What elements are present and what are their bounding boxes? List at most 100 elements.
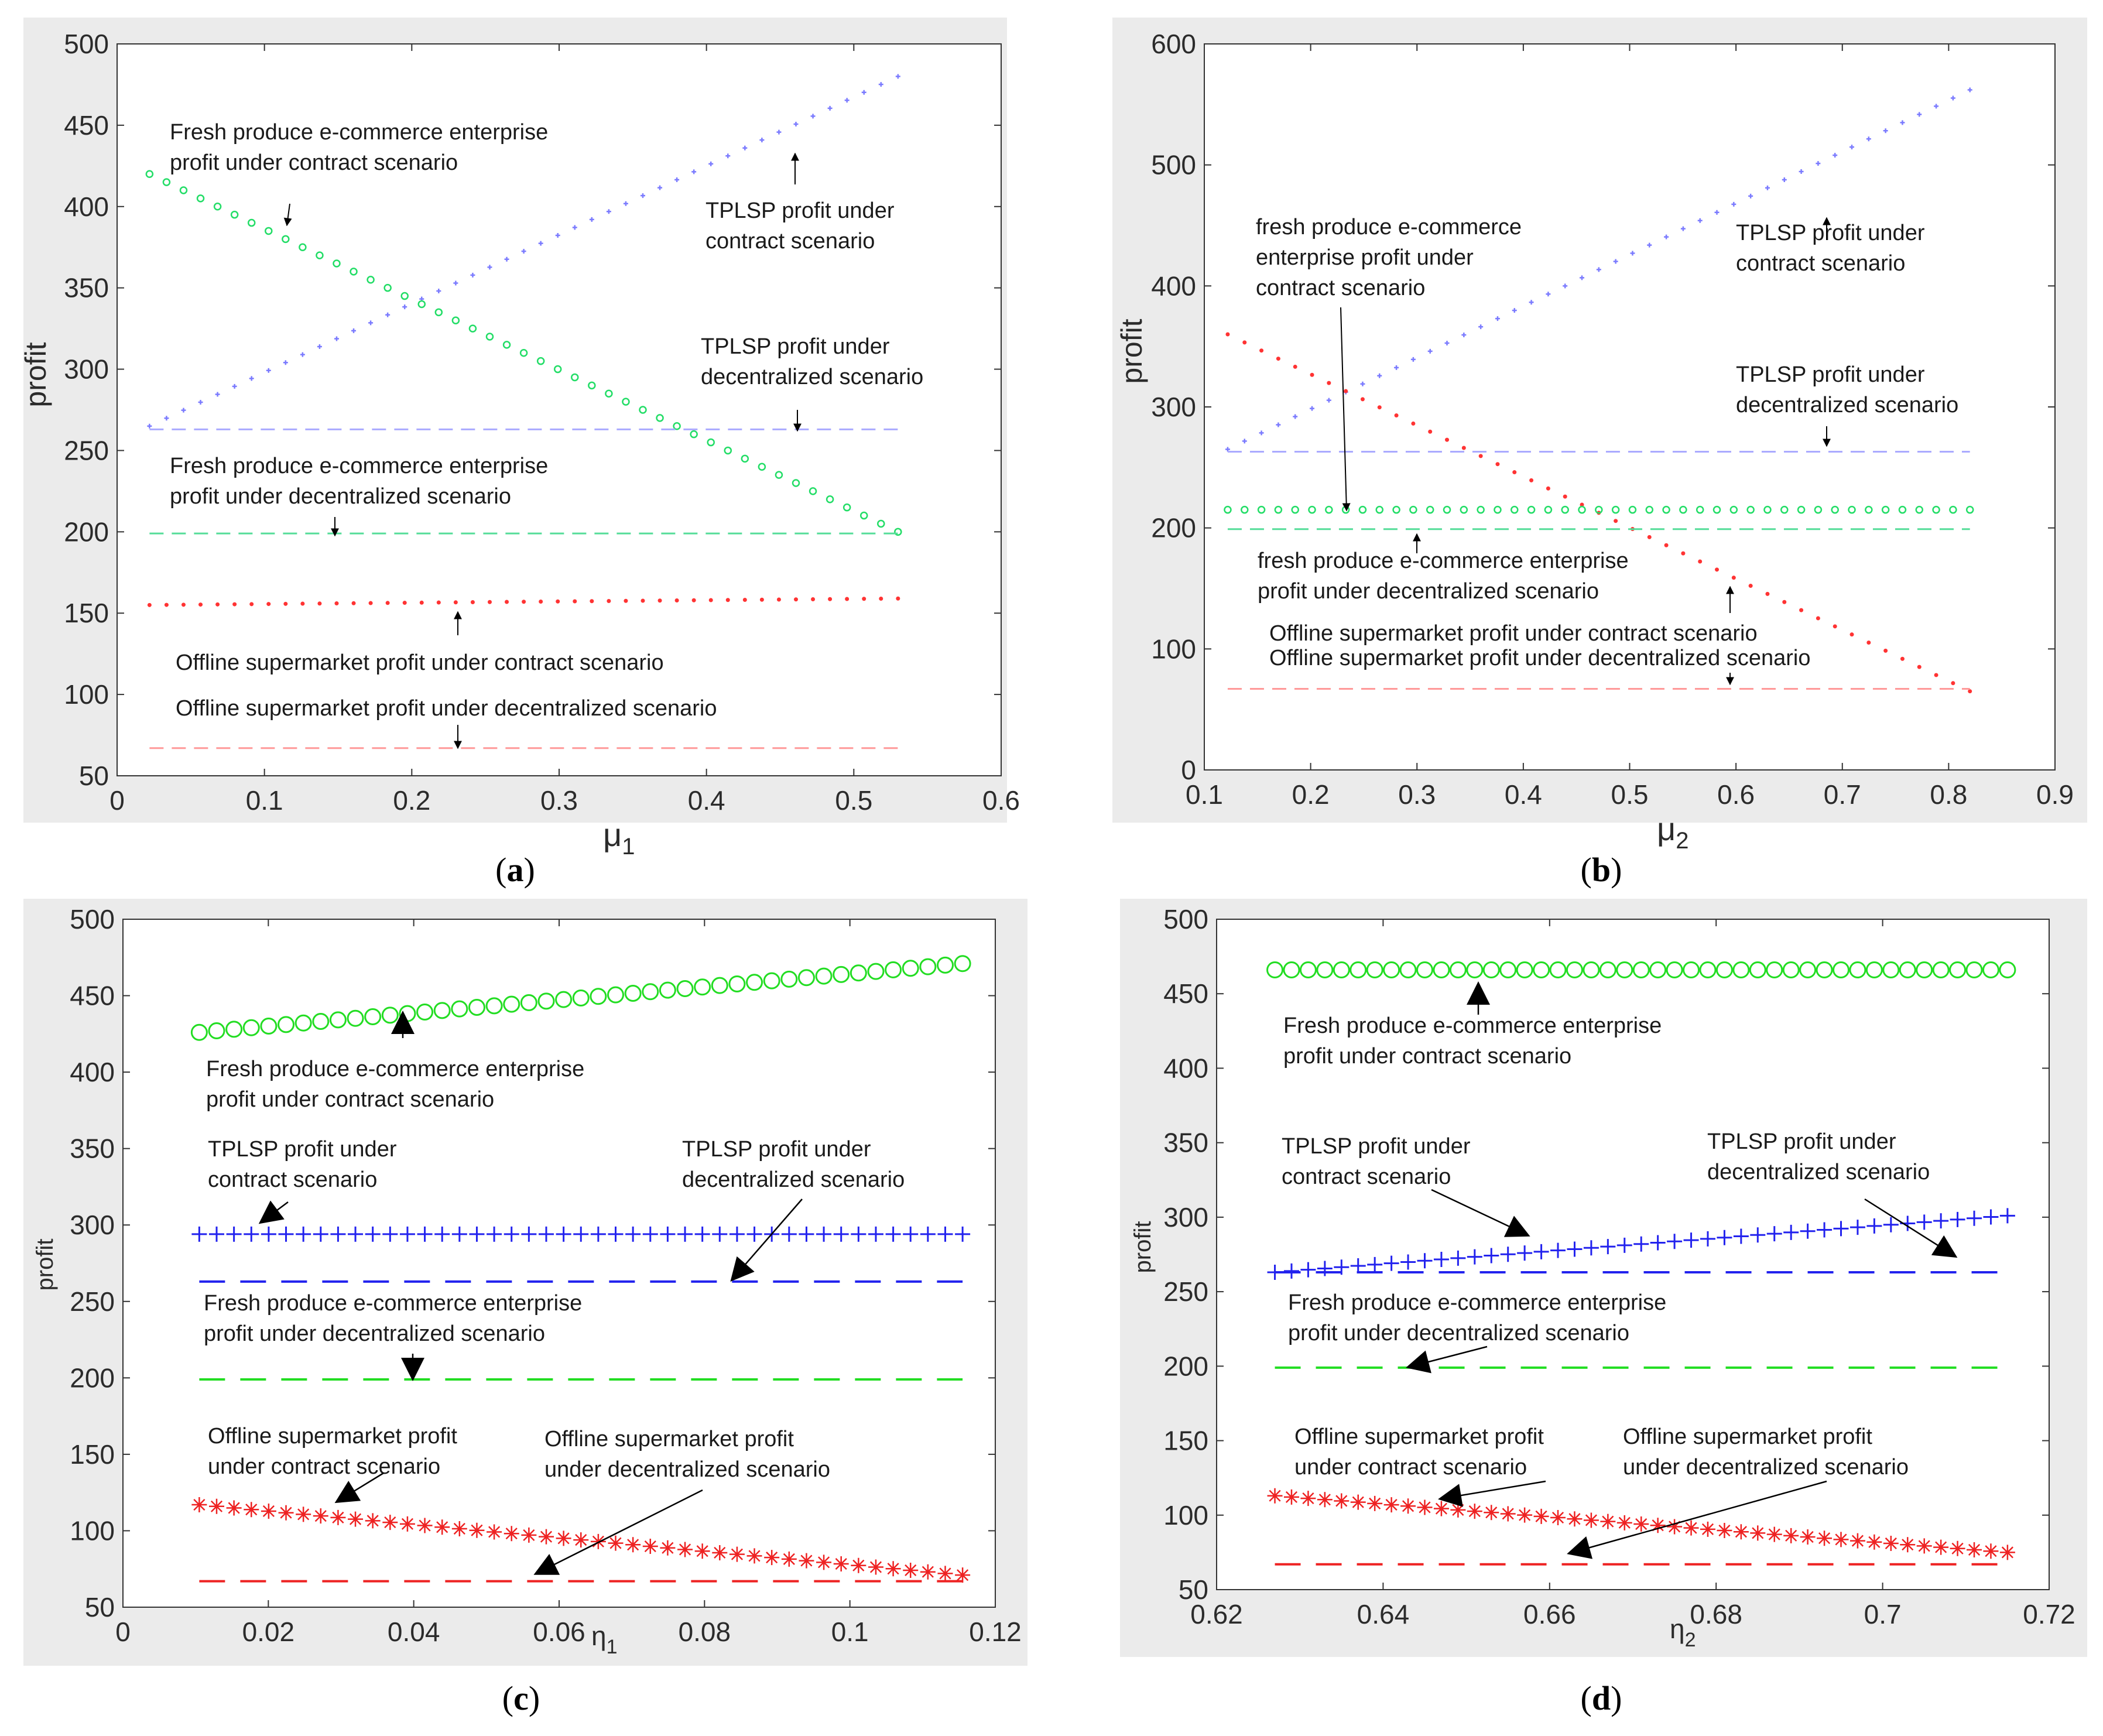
y-tick-label: 150 xyxy=(64,598,109,628)
data-point xyxy=(1900,656,1905,661)
data-point xyxy=(468,998,485,1016)
annotation-arrow xyxy=(334,1472,384,1504)
data-point xyxy=(539,600,543,604)
data-point xyxy=(1932,505,1940,514)
annotation-text: Offline supermarket profit under contrac… xyxy=(1269,621,1758,646)
data-point xyxy=(1533,961,1550,979)
data-point xyxy=(793,121,799,126)
data-point xyxy=(1649,961,1667,979)
data-point xyxy=(1433,1501,1449,1516)
data-point xyxy=(572,225,577,230)
data-point xyxy=(208,1022,225,1040)
data-point xyxy=(368,601,373,605)
data-point xyxy=(920,1564,936,1580)
data-point xyxy=(1317,1261,1333,1276)
data-point xyxy=(1616,1515,1632,1530)
annotation-text: fresh produce e-commerce enterprise xyxy=(1258,549,1629,573)
data-point xyxy=(317,601,322,606)
data-point xyxy=(850,964,867,982)
data-point xyxy=(1596,267,1601,272)
annotation-text: contract scenario xyxy=(1256,276,1425,300)
data-point xyxy=(436,289,441,294)
data-point xyxy=(828,597,833,601)
data-point xyxy=(1630,251,1635,256)
y-tick-label: 250 xyxy=(1163,1276,1208,1307)
data-point xyxy=(1495,316,1500,321)
data-point xyxy=(793,597,798,602)
y-tick-label: 250 xyxy=(70,1286,115,1317)
annotation-text: contract scenario xyxy=(1736,251,1905,276)
data-point xyxy=(1461,333,1467,338)
data-point xyxy=(283,360,288,365)
y-tick-label: 300 xyxy=(1151,392,1196,422)
data-point xyxy=(1849,145,1855,150)
x-tick-label: 0.64 xyxy=(1357,1599,1410,1629)
data-point xyxy=(1433,961,1450,979)
panel-caption-letter: d xyxy=(1592,1679,1611,1717)
y-tick-label: 450 xyxy=(64,110,109,141)
data-point xyxy=(776,129,782,135)
data-point xyxy=(660,1226,676,1242)
data-point xyxy=(833,965,850,983)
y-tick-label: 500 xyxy=(64,29,109,59)
data-point xyxy=(470,272,475,278)
data-point xyxy=(1400,1254,1416,1270)
data-point xyxy=(283,601,288,606)
annotation-text: TPLSP profit under xyxy=(682,1137,871,1162)
data-point xyxy=(1949,961,1967,979)
data-point xyxy=(623,201,628,206)
data-point xyxy=(1712,505,1721,514)
data-point xyxy=(674,598,679,603)
data-point xyxy=(312,1013,330,1030)
data-point xyxy=(1717,1523,1732,1539)
data-point xyxy=(676,980,694,997)
data-point xyxy=(902,960,919,977)
data-point xyxy=(317,344,322,350)
data-point xyxy=(764,1550,780,1566)
data-point xyxy=(1616,1237,1632,1253)
data-point xyxy=(537,992,555,1010)
data-point xyxy=(641,598,645,603)
data-point xyxy=(555,991,573,1008)
data-point xyxy=(1999,1545,2015,1560)
annotation-text: Fresh produce e-commerce enterprise xyxy=(170,454,548,478)
annotation-text: TPLSP profit under xyxy=(701,334,890,359)
x-tick-label: 0.08 xyxy=(679,1617,731,1647)
data-point xyxy=(625,1537,641,1553)
y-tick-label: 350 xyxy=(1163,1128,1208,1158)
data-point xyxy=(334,601,339,606)
data-point xyxy=(1833,153,1838,158)
data-point xyxy=(1950,95,1955,101)
annotation: fresh produce e-commerce enterprise profi… xyxy=(1258,533,1629,604)
data-point xyxy=(657,185,663,190)
data-point xyxy=(1546,292,1551,297)
annotation-arrow xyxy=(1406,1345,1488,1374)
data-point xyxy=(1714,210,1720,215)
data-point xyxy=(691,598,696,602)
data-point xyxy=(1683,961,1700,979)
data-point xyxy=(1316,961,1334,979)
y-axis-label: profit xyxy=(32,1239,58,1291)
data-point xyxy=(1765,185,1770,190)
data-point xyxy=(1951,681,1955,686)
x-tick-label: 0.9 xyxy=(2036,779,2074,810)
data-point xyxy=(1664,543,1669,547)
plot-area xyxy=(1216,919,2050,1590)
data-point xyxy=(640,193,645,198)
data-point xyxy=(1583,961,1600,979)
data-point xyxy=(1883,1217,1899,1232)
data-point xyxy=(1699,961,1717,979)
annotation: TPLSP profit under contract scenario xyxy=(1736,217,1925,276)
annotation-text: under contract scenario xyxy=(208,1454,440,1479)
data-point xyxy=(642,983,659,1001)
data-point xyxy=(399,1516,415,1532)
data-point xyxy=(1666,961,1683,979)
y-tick-label: 350 xyxy=(64,273,109,303)
panel-caption: (b) xyxy=(1581,851,1622,889)
annotation: Offline supermarket profit under decentra… xyxy=(533,1427,830,1575)
data-point xyxy=(1664,234,1669,239)
data-point xyxy=(590,599,594,604)
data-point xyxy=(1266,961,1284,979)
annotation: Offline supermarket profit under decentr… xyxy=(1269,646,1810,686)
panel-caption: (a) xyxy=(495,851,535,889)
